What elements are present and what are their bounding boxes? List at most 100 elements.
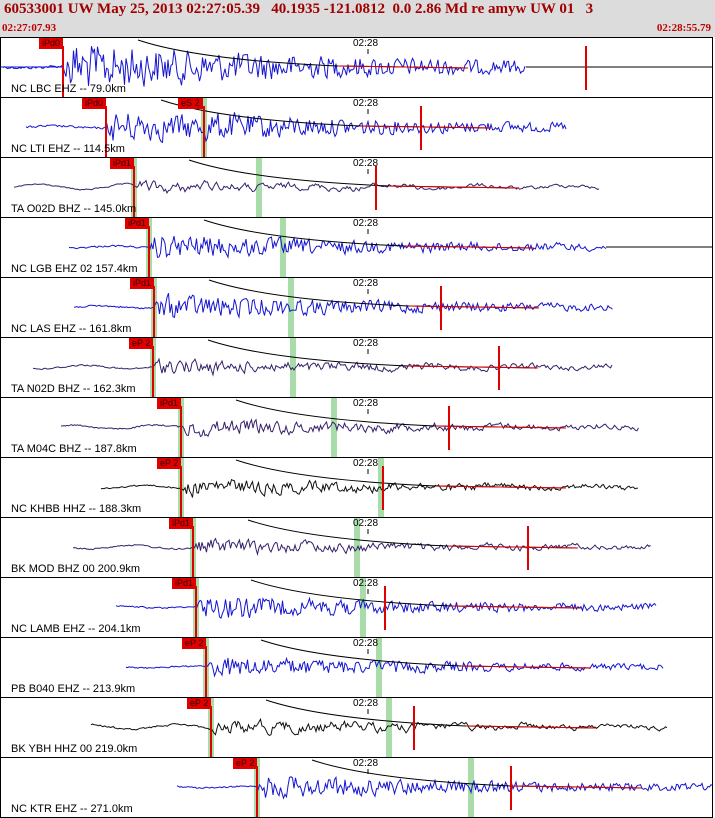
waveform-plot bbox=[61, 398, 639, 457]
time-tick-label: 02:28 bbox=[353, 338, 379, 349]
waveform-trace bbox=[72, 537, 651, 557]
p-pick-label[interactable]: eP 2 bbox=[182, 638, 207, 649]
coda-duration-curve bbox=[137, 39, 469, 69]
station-label: NC KHBB HHZ -- 188.3km bbox=[11, 503, 142, 515]
station-label: NC LBC EHZ -- 79.0km bbox=[11, 83, 126, 95]
time-tick-label: 02:28 bbox=[353, 98, 379, 109]
time-tick-label: 02:28 bbox=[353, 158, 379, 169]
waveform-plot bbox=[13, 158, 600, 217]
trace-panel[interactable]: 02:28 iPd0 NC LBC EHZ -- 79.0km bbox=[0, 37, 713, 98]
trace-panel[interactable]: 02:28 iPd1 NC LAS EHZ -- 161.8km bbox=[0, 277, 713, 338]
coda-fit-line bbox=[388, 185, 520, 189]
trace-panel[interactable]: 02:28 eP 2 NC KTR EHZ -- 271.0km bbox=[0, 757, 713, 818]
window-end-time: 02:28:55.79 bbox=[656, 22, 711, 34]
waveform-plot bbox=[73, 278, 613, 337]
waveform-plot bbox=[176, 758, 712, 817]
coda-fit-line bbox=[460, 665, 592, 669]
trace-panel[interactable]: 02:28 eP 2 BK YBH HHZ 00 219.0km bbox=[0, 697, 713, 758]
p-pick-label[interactable]: iPd1 bbox=[169, 518, 194, 529]
p-pick-label[interactable]: iPd1 bbox=[172, 578, 197, 589]
trace-panel[interactable]: 02:28 eP 2 TA N02D BHZ -- 162.3km bbox=[0, 337, 713, 398]
p-pick-label[interactable]: iPd1 bbox=[110, 158, 135, 169]
coda-fit-line bbox=[450, 605, 582, 609]
station-label: BK MOD BHZ 00 200.9km bbox=[11, 563, 140, 575]
coda-fit-line bbox=[407, 365, 539, 369]
station-label: TA O02D BHZ -- 145.0km bbox=[11, 203, 137, 215]
coda-duration-curve bbox=[265, 699, 597, 729]
p-pick-label[interactable]: eP 2 bbox=[187, 698, 212, 709]
trace-panel[interactable]: 02:28 iPd1 NC LAMB EHZ -- 204.1km bbox=[0, 577, 713, 638]
waveform-plot bbox=[68, 218, 712, 277]
p-pick-label[interactable]: eP 2 bbox=[233, 758, 258, 769]
coda-fit-line bbox=[511, 785, 643, 789]
coda-duration-curve bbox=[203, 219, 535, 249]
station-label: NC KTR EHZ -- 271.0km bbox=[11, 803, 133, 815]
p-pick-label[interactable]: iPd0 bbox=[82, 98, 107, 109]
coda-duration-curve bbox=[160, 99, 492, 129]
coda-duration-curve bbox=[208, 279, 540, 309]
coda-fit-line bbox=[360, 125, 492, 129]
trace-panel[interactable]: 02:28 eP 2 NC KHBB HHZ -- 188.3km bbox=[0, 457, 713, 518]
time-tick-label: 02:28 bbox=[353, 458, 379, 469]
station-label: BK YBH HHZ 00 219.0km bbox=[11, 743, 138, 755]
waveform-trace bbox=[90, 717, 668, 736]
station-label: NC LGB EHZ 02 157.4km bbox=[11, 263, 138, 275]
phase-marker-band bbox=[256, 158, 262, 217]
seismogram-stack: 02:28 iPd0 NC LBC EHZ -- 79.0km 02:28 iPd0 eS… bbox=[0, 37, 715, 818]
coda-duration-curve bbox=[260, 639, 592, 669]
p-pick-label[interactable]: iPd0 bbox=[39, 38, 64, 49]
waveform-plot bbox=[125, 638, 664, 697]
trace-panel[interactable]: 02:28 iPd0 eS 2 NC LTI EHZ -- 114.5km bbox=[0, 97, 713, 158]
trace-panel[interactable]: 02:28 iPd1 NC LGB EHZ 02 157.4km bbox=[0, 217, 713, 278]
waveform-trace bbox=[73, 293, 613, 319]
p-pick-label[interactable]: eP 2 bbox=[157, 458, 182, 469]
waveform-trace bbox=[176, 775, 712, 800]
waveform-plot bbox=[25, 98, 567, 157]
coda-duration-curve bbox=[188, 159, 520, 189]
station-label: NC LAMB EHZ -- 204.1km bbox=[11, 623, 141, 635]
window-start-time: 02:27:07.93 bbox=[2, 22, 57, 34]
waveform-plot bbox=[32, 338, 613, 397]
station-label: NC LAS EHZ -- 161.8km bbox=[11, 323, 132, 335]
station-label: PB B040 EHZ -- 213.9km bbox=[11, 683, 136, 695]
station-label: NC LTI EHZ -- 114.5km bbox=[11, 143, 125, 155]
p-pick-label[interactable]: iPd1 bbox=[130, 278, 155, 289]
trace-panel[interactable]: 02:28 eP 2 PB B040 EHZ -- 213.9km bbox=[0, 637, 713, 698]
time-tick-label: 02:28 bbox=[353, 398, 379, 409]
time-tick-label: 02:28 bbox=[353, 278, 379, 289]
coda-fit-line bbox=[408, 305, 540, 309]
station-label: TA N02D BHZ -- 162.3km bbox=[11, 383, 136, 395]
time-tick-label: 02:28 bbox=[353, 218, 379, 229]
coda-duration-curve bbox=[207, 339, 539, 369]
coda-duration-curve bbox=[235, 399, 567, 429]
coda-duration-curve bbox=[250, 579, 582, 609]
p-pick-label[interactable]: iPd1 bbox=[157, 398, 182, 409]
coda-fit-line bbox=[435, 425, 567, 429]
phase-marker-band bbox=[378, 458, 384, 517]
time-tick-label: 02:28 bbox=[353, 638, 379, 649]
coda-duration-curve bbox=[235, 459, 567, 489]
time-tick-label: 02:28 bbox=[353, 698, 379, 709]
coda-fit-line bbox=[447, 545, 579, 549]
waveform-trace bbox=[125, 656, 664, 678]
time-tick-label: 02:28 bbox=[353, 518, 379, 529]
p-pick-label[interactable]: eP 2 bbox=[129, 338, 154, 349]
trace-panel[interactable]: 02:28 iPd1 TA M04C BHZ -- 187.8km bbox=[0, 397, 713, 458]
waveform-plot bbox=[100, 458, 639, 517]
event-title: 60533001 UW May 25, 2013 02:27:05.39 40.… bbox=[4, 1, 594, 17]
coda-duration-curve bbox=[311, 759, 643, 789]
waveform-plot bbox=[72, 518, 651, 577]
s-pick-label[interactable]: eS 2 bbox=[178, 98, 203, 109]
waveform-trace bbox=[25, 112, 567, 144]
trace-panel[interactable]: 02:28 iPd1 BK MOD BHZ 00 200.9km bbox=[0, 517, 713, 578]
time-tick-label: 02:28 bbox=[353, 38, 379, 49]
waveform-trace bbox=[32, 357, 613, 377]
coda-fit-line bbox=[435, 485, 567, 489]
trace-panel[interactable]: 02:28 iPd1 TA O02D BHZ -- 145.0km bbox=[0, 157, 713, 218]
p-pick-label[interactable]: iPd1 bbox=[125, 218, 150, 229]
phase-marker-band bbox=[360, 578, 366, 637]
coda-fit-line bbox=[403, 245, 535, 249]
waveform-trace bbox=[2, 46, 526, 87]
coda-fit-line bbox=[465, 725, 597, 729]
phase-marker-band bbox=[386, 698, 392, 757]
